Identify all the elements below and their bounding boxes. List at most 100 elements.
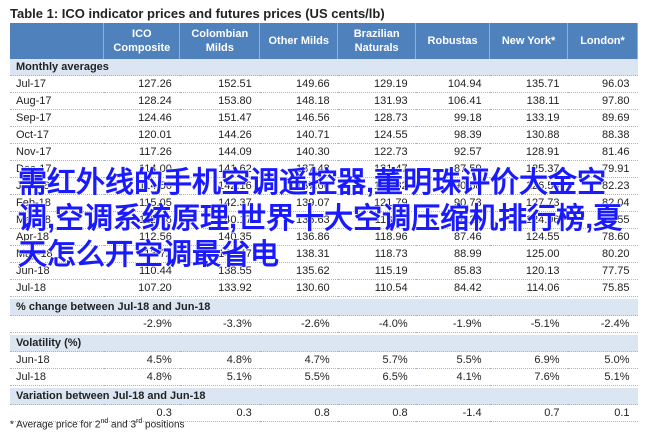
row-label: Sep-17	[10, 109, 104, 127]
value-cell: 114.56	[103, 177, 180, 195]
value-cell: 138.11	[489, 92, 568, 110]
value-cell: 106.41	[415, 92, 490, 110]
value-cell: 141.62	[179, 160, 260, 178]
footnote-sup: nd	[100, 418, 109, 425]
value-cell: 124.46	[103, 109, 180, 127]
value-cell: 140.71	[259, 126, 338, 144]
value-cell: 88.38	[567, 126, 638, 144]
section-row: Volatility (%)	[10, 335, 638, 352]
data-row: Mar-18 112.76 140.17 136.63 118.97 88.24 124.9…	[10, 211, 638, 229]
value-cell: 128.73	[337, 109, 416, 127]
data-row: Jan-18 114.56 142.16 137.66 120.82 90.68 126.5…	[10, 177, 638, 195]
value-cell: 5.1%	[179, 368, 260, 386]
value-cell: 90.68	[415, 177, 490, 195]
value-cell: 141.47	[179, 245, 260, 263]
price-table: ICO Composite Colombian Milds Other Milds B…	[10, 23, 638, 422]
row-label: Mar-18	[10, 211, 104, 229]
value-cell: 148.18	[259, 92, 338, 110]
value-cell: 115.05	[103, 194, 180, 212]
value-cell: 130.88	[489, 126, 568, 144]
value-cell: 121.79	[337, 194, 416, 212]
header-cell: Robustas	[415, 23, 491, 59]
section-title: Monthly averages	[10, 59, 638, 76]
data-row: Jun-18 110.44 138.55 135.62 115.19 85.83 120.1…	[10, 262, 638, 280]
value-cell: 127.73	[489, 194, 568, 212]
value-cell: 124.55	[337, 126, 416, 144]
value-cell: 142.37	[179, 194, 260, 212]
value-cell: 5.7%	[337, 351, 416, 369]
data-row: Jun-18 4.5% 4.8% 4.7% 5.7% 5.5% 6.9% 5.0%	[10, 351, 638, 369]
value-cell: 125.37	[489, 160, 568, 178]
value-cell: 128.91	[489, 143, 568, 161]
value-cell: 79.55	[567, 211, 638, 229]
footnote-sup: rd	[136, 418, 143, 425]
value-cell: 6.5%	[337, 368, 416, 386]
section-row: % change between Jul-18 and Jun-18	[10, 299, 638, 316]
value-cell: 127.26	[103, 75, 180, 93]
data-row: -2.9% -3.3% -2.6% -4.0% -1.9% -5.1% -2.4%	[10, 315, 638, 333]
value-cell: 84.42	[415, 279, 490, 297]
footnote-text: positions	[142, 419, 185, 431]
value-cell: 78.60	[567, 228, 638, 246]
value-cell: 153.80	[179, 92, 260, 110]
header-cell: New York*	[489, 23, 568, 59]
data-row: Jul-18 107.20 133.92 130.60 110.54 84.42 114.0…	[10, 279, 638, 297]
value-cell: 0.3	[179, 404, 260, 422]
value-cell: 139.07	[259, 194, 338, 212]
value-cell: 118.96	[337, 228, 416, 246]
value-cell: 5.1%	[567, 368, 638, 386]
value-cell: 138.31	[259, 245, 338, 263]
value-cell: 7.6%	[489, 368, 568, 386]
footnote-text: * Average price for 2	[10, 419, 101, 431]
data-row: Nov-17 117.26 144.09 140.30 122.73 92.57 128.9…	[10, 143, 638, 161]
data-row: May-18 113.72 141.47 138.31 118.73 88.99 125.0…	[10, 245, 638, 263]
value-cell: 112.76	[103, 211, 180, 229]
row-label: Jul-18	[10, 368, 104, 386]
value-cell: 82.04	[567, 194, 638, 212]
value-cell: 88.24	[415, 211, 490, 229]
value-cell: -5.1%	[489, 315, 568, 333]
value-cell: 5.5%	[259, 368, 338, 386]
value-cell: 89.69	[567, 109, 638, 127]
value-cell: 82.23	[567, 177, 638, 195]
value-cell: 75.85	[567, 279, 638, 297]
value-cell: 90.73	[415, 194, 490, 212]
value-cell: -1.4	[415, 404, 490, 422]
value-cell: 6.9%	[489, 351, 568, 369]
data-row: Aug-17 128.24 153.80 148.18 131.93 106.41 138.…	[10, 92, 638, 110]
section-row: Monthly averages	[10, 59, 638, 76]
value-cell: -3.3%	[179, 315, 260, 333]
value-cell: 4.8%	[103, 368, 180, 386]
value-cell: 4.7%	[259, 351, 338, 369]
value-cell: 104.94	[415, 75, 490, 93]
value-cell: 140.35	[179, 228, 260, 246]
value-cell: 149.66	[259, 75, 338, 93]
value-cell: -4.0%	[337, 315, 416, 333]
value-cell: 120.82	[337, 177, 416, 195]
value-cell: 151.47	[179, 109, 260, 127]
value-cell: 137.42	[259, 160, 338, 178]
value-cell: 120.13	[489, 262, 568, 280]
value-cell: 96.03	[567, 75, 638, 93]
value-cell: 114.06	[489, 279, 568, 297]
header-row: ICO Composite Colombian Milds Other Milds B…	[10, 23, 638, 59]
value-cell: 120.01	[103, 126, 180, 144]
value-cell: 113.72	[103, 245, 180, 263]
value-cell: 0.8	[259, 404, 338, 422]
section-title: Volatility (%)	[10, 335, 638, 352]
value-cell: 99.18	[415, 109, 490, 127]
value-cell: 135.62	[259, 262, 338, 280]
section-title: Variation between Jul-18 and Jun-18	[10, 388, 638, 405]
value-cell: 128.24	[103, 92, 180, 110]
row-label: Feb-18	[10, 194, 104, 212]
value-cell: 140.17	[179, 211, 260, 229]
value-cell: 133.19	[489, 109, 568, 127]
value-cell: 146.56	[259, 109, 338, 127]
value-cell: 0.8	[337, 404, 416, 422]
header-cell: ICO Composite	[103, 23, 181, 59]
value-cell: 110.44	[103, 262, 180, 280]
value-cell: 110.54	[337, 279, 416, 297]
data-row: Sep-17 124.46 151.47 146.56 128.73 99.18 133.1…	[10, 109, 638, 127]
value-cell: 87.46	[415, 228, 490, 246]
value-cell: 118.97	[337, 211, 416, 229]
